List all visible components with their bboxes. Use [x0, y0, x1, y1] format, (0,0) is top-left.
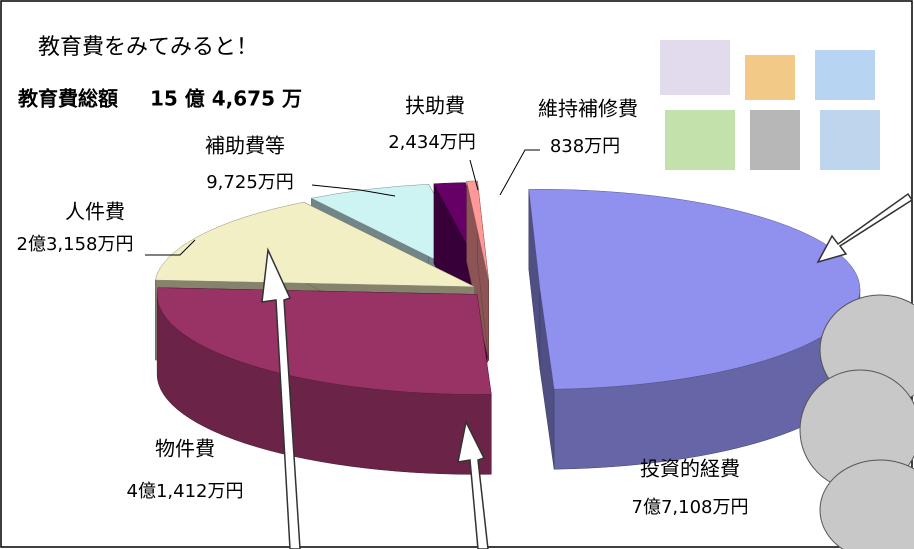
chart-title: 教育費をみてみると！ — [38, 35, 258, 60]
slice-label: 維持補修費 — [538, 97, 638, 121]
total-name: 教育費総額 — [18, 87, 118, 111]
slice-label: 人件費 — [65, 200, 125, 224]
total-label: 15 億 4,675 万 — [150, 87, 302, 111]
cloud — [819, 459, 914, 549]
clip-art — [660, 40, 880, 170]
decorations — [261, 40, 914, 549]
slice — [156, 287, 492, 395]
slice-value-label: 7億7,108万円 — [632, 497, 749, 518]
arrow — [457, 419, 489, 549]
slice-value-label: 2,434万円 — [388, 132, 476, 153]
slice-label: 補助費等 — [205, 134, 285, 158]
illustration — [815, 50, 875, 100]
illustration — [665, 110, 735, 170]
slice — [466, 180, 489, 281]
leader-line — [145, 239, 196, 256]
leader-line — [469, 159, 479, 191]
pie — [154, 180, 861, 475]
slice-label: 物件費 — [155, 437, 215, 461]
slice-label: 扶助費 — [405, 94, 465, 118]
arrow — [816, 192, 914, 264]
slice-value-label: 2億3,158万円 — [17, 234, 134, 255]
slice — [154, 201, 475, 288]
illustration — [745, 55, 795, 100]
illustration — [660, 40, 730, 95]
slice-label: 投資的経費 — [640, 457, 740, 481]
slice — [528, 189, 861, 390]
slice-value-label: 9,725万円 — [206, 172, 294, 193]
slice-value-label: 838万円 — [550, 136, 620, 157]
illustration — [750, 110, 800, 170]
illustration — [820, 110, 880, 170]
leader-line — [311, 184, 396, 197]
leader-line — [499, 149, 540, 196]
arrow — [261, 247, 301, 549]
slice-value-label: 4億1,412万円 — [127, 481, 244, 502]
